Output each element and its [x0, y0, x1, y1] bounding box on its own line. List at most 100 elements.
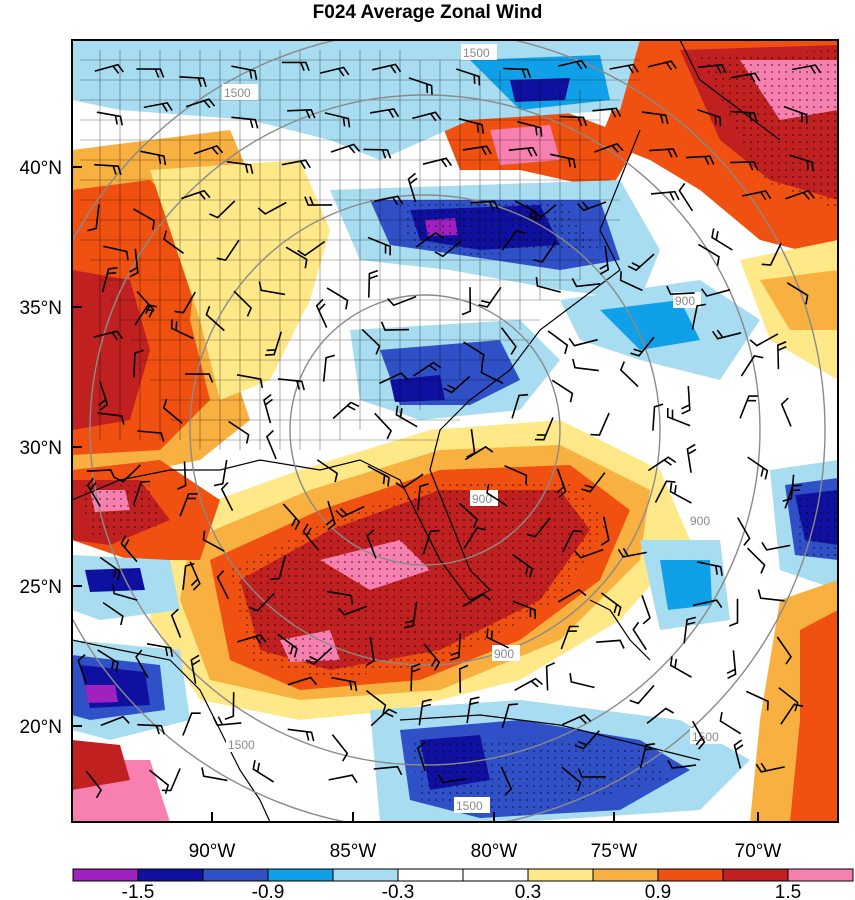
wind-barb: [220, 481, 234, 511]
field-se-red: [790, 610, 838, 822]
wind-barb: [114, 464, 141, 483]
wind-barb: [85, 770, 103, 799]
field-east-orange: [760, 270, 838, 330]
wind-barb: [97, 412, 125, 425]
wind-barb: [455, 68, 481, 86]
wind-barb: [179, 76, 207, 88]
lat-axis: 40°N 35°N 30°N 25°N 20°N: [20, 158, 82, 738]
wind-barb: [512, 600, 536, 619]
wind-barb: [326, 287, 349, 310]
wind-barb: [330, 143, 361, 154]
wind-barb: [600, 516, 610, 546]
contour-labels: 1500 1500 900 900 900 1500 1500 1500 900: [222, 44, 726, 813]
wind-barb: [205, 305, 225, 332]
wind-barb: [478, 286, 502, 308]
wind-barb: [526, 517, 551, 538]
wind-barb: [226, 160, 254, 174]
wind-barb: [189, 561, 201, 591]
wind-barb: [422, 157, 453, 168]
wind-barb: [666, 285, 695, 296]
wind-barb: [133, 349, 144, 378]
wind-barb: [263, 393, 273, 424]
wind-barb: [179, 493, 198, 517]
wind-barb: [190, 654, 201, 684]
wind-barb: [373, 765, 403, 776]
wind-barb: [647, 60, 677, 71]
wind-barb: [77, 653, 87, 684]
wind-barb: [463, 341, 485, 364]
wind-barb: [135, 649, 149, 679]
stipple-carib: [410, 740, 670, 815]
wind-barb: [737, 517, 751, 546]
wind-barb: [681, 386, 691, 415]
wind-barb: [577, 768, 606, 778]
wind-barb: [132, 480, 151, 506]
wind-barb: [163, 230, 184, 254]
colorbar-label: -0.3: [382, 882, 415, 900]
wind-barb: [514, 677, 544, 692]
wind-barb: [248, 592, 275, 612]
wind-barb: [480, 363, 504, 385]
wind-barb: [574, 548, 604, 559]
contour-label: 900: [690, 514, 710, 528]
wind-barb: [212, 716, 242, 727]
wind-barb: [697, 561, 723, 576]
wind-barb: [87, 204, 100, 232]
wind-barb: [140, 150, 167, 166]
wind-barb: [742, 190, 772, 201]
wind-barb: [422, 529, 440, 555]
field-mid-blue: [660, 560, 712, 610]
wind-barb: [417, 483, 429, 511]
wind-barb: [561, 529, 583, 553]
wind-barb: [785, 189, 815, 200]
wind-barb: [304, 196, 333, 206]
wind-barb: [719, 712, 742, 735]
wind-barb: [161, 768, 181, 792]
wind-barb: [366, 529, 377, 559]
wind-barb: [730, 160, 759, 171]
wind-barb: [697, 243, 720, 266]
wind-barb: [418, 698, 432, 726]
wind-barb: [224, 692, 235, 721]
wind-barb: [437, 774, 467, 784]
wind-barb: [120, 535, 138, 563]
contour-label: 1500: [456, 799, 483, 813]
wind-barb: [652, 403, 664, 431]
wind-barb: [500, 327, 517, 355]
wind-barbs: [77, 59, 821, 799]
wind-barb: [547, 330, 569, 355]
lat-tick-label: 40°N: [20, 158, 62, 179]
contour-label: 1500: [692, 730, 719, 744]
wind-barb: [686, 443, 697, 473]
wind-barb: [202, 530, 225, 552]
wind-barb: [596, 639, 625, 649]
wind-barb: [209, 200, 236, 219]
wind-barb: [711, 329, 742, 340]
wind-barb: [182, 712, 201, 736]
wind-barb: [685, 155, 715, 166]
wind-barb: [545, 662, 556, 691]
lon-tick-label: 80°W: [471, 841, 518, 862]
wind-barb: [683, 616, 696, 644]
wind-barb: [776, 636, 792, 665]
wind-barb: [408, 77, 433, 95]
wind-barb: [464, 445, 494, 461]
wind-barb: [170, 608, 182, 638]
wind-barb: [407, 172, 418, 203]
wind-barb: [99, 556, 121, 581]
wind-barb: [415, 231, 444, 248]
wind-barb: [486, 628, 509, 649]
wind-barb: [654, 480, 676, 503]
wind-barb: [581, 472, 606, 493]
wind-barb: [265, 331, 283, 356]
wind-barb: [561, 713, 592, 726]
county-grid: [80, 50, 640, 450]
field-yucatan-purple: [85, 685, 118, 703]
wind-barb: [777, 341, 787, 370]
wind-barb: [501, 703, 519, 729]
wind-barb: [93, 330, 123, 341]
wind-barb: [740, 355, 764, 377]
wind-barb: [761, 541, 791, 551]
wind-barb: [170, 319, 194, 340]
wind-barb: [590, 412, 610, 436]
